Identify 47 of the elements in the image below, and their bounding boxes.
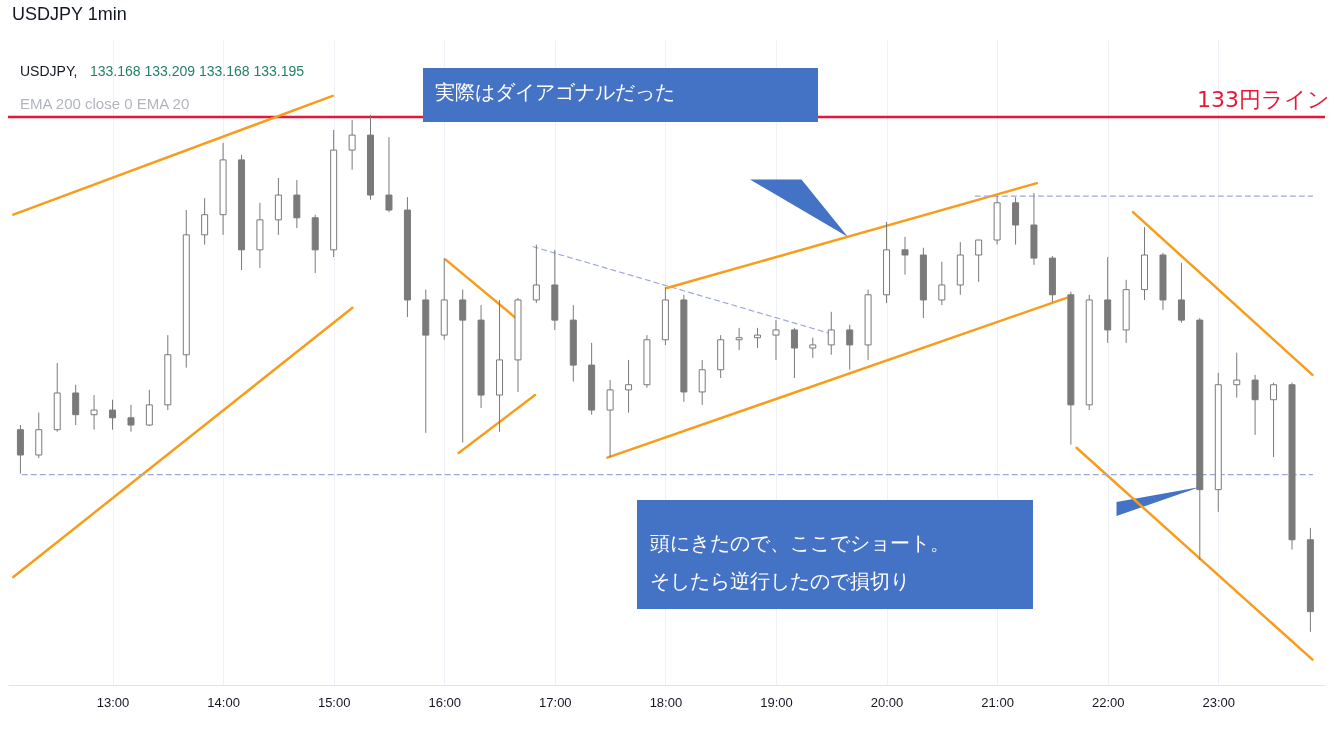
x-tick-label: 20:00 [870,694,904,710]
text: 133.168 133.209 133.168 133.195 [90,63,305,79]
candlestick [109,399,117,431]
x-tick-label: 17:00 [539,694,572,710]
candlestick [1270,382,1278,458]
candlestick [846,324,854,371]
candlestick [1251,374,1259,436]
candlestick [754,327,761,349]
candlestick [975,239,983,283]
candlestick [348,119,356,171]
x-tick-label: 23:00 [1202,694,1236,710]
candlestick [72,384,80,426]
candlestick [459,289,467,444]
text: EMA 200 close 0 EMA 20 [20,95,190,112]
candlestick [698,359,706,406]
candlestick [809,337,817,359]
candlestick [790,327,798,379]
candlestick [293,179,301,229]
candlestick [901,236,909,276]
x-tick-label: 14:00 [207,694,240,710]
candlestick [201,197,209,246]
x-tick-label: 22:00 [1091,694,1125,710]
candlestick [1233,352,1241,399]
text: USDJPY, [20,63,78,79]
candlestick [606,379,614,458]
x-tick-label: 15:00 [317,694,351,710]
candlestick [938,261,946,306]
candlestick [827,311,835,356]
candlestick [532,244,540,304]
candlestick [1012,196,1020,246]
candlestick [772,319,780,361]
x-tick-label: 18:00 [649,694,683,710]
candlestick [735,327,743,351]
candlestick [90,394,98,431]
candlestick [625,359,633,414]
candlestick [127,404,135,433]
candlestick [385,136,393,213]
annotation: 頭にきたので、ここでショート。そしたら逆行したので損切り [650,531,950,593]
candlestick [1177,262,1185,324]
candlestick [145,389,153,427]
ref-line-label: 133円ライン [1197,87,1330,113]
x-tick-label: 13:00 [96,694,130,710]
x-tick-label: 21:00 [981,694,1014,710]
chart-title: USDJPY 1min [12,4,127,24]
text: 実際はダイアゴナルだった [435,80,675,104]
x-tick-label: 16:00 [428,694,462,710]
x-tick-label: 19:00 [760,694,793,710]
